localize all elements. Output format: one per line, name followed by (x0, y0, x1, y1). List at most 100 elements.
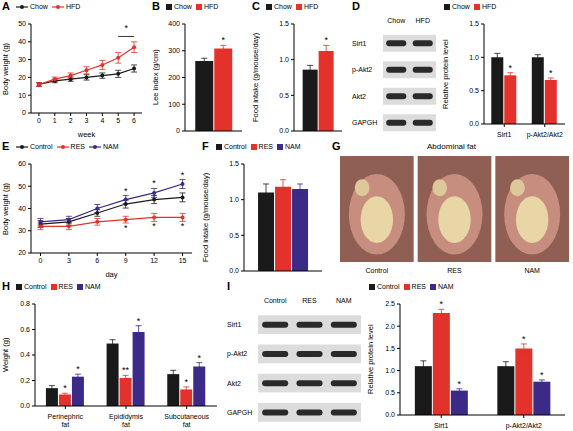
svg-text:NAM: NAM (524, 267, 540, 274)
svg-text:30: 30 (18, 227, 26, 234)
svg-text:*: * (76, 364, 80, 374)
svg-text:*: * (63, 383, 67, 393)
svg-text:1.0: 1.0 (279, 56, 289, 63)
html-text:Lee index (g/cm): Lee index (g/cm) (151, 49, 160, 106)
svg-text:0: 0 (176, 127, 180, 134)
svg-text:day: day (105, 270, 117, 279)
svg-text:*: * (152, 221, 156, 231)
svg-text:*: * (458, 379, 462, 389)
svg-text:Akt2: Akt2 (227, 380, 241, 387)
svg-text:Epididymisfat: Epididymisfat (109, 413, 143, 428)
svg-text:0: 0 (37, 117, 41, 124)
svg-text:10: 10 (18, 92, 26, 99)
svg-text:1.5: 1.5 (279, 20, 289, 27)
svg-text:2.5: 2.5 (385, 300, 395, 307)
svg-text:*: * (137, 316, 141, 326)
svg-text:20: 20 (18, 74, 26, 81)
svg-text:100: 100 (168, 101, 180, 108)
svg-text:1.0: 1.0 (229, 196, 239, 203)
svg-text:1.0: 1.0 (385, 367, 395, 374)
svg-text:1.5: 1.5 (229, 160, 239, 167)
svg-text:p-Akt2/Akt2: p-Akt2/Akt2 (527, 131, 563, 139)
svg-text:12: 12 (150, 257, 158, 264)
svg-text:HFD: HFD (416, 17, 430, 24)
svg-text:0.5: 0.5 (385, 389, 395, 396)
svg-text:Control: Control (264, 297, 287, 304)
svg-text:p-Akt2: p-Akt2 (227, 350, 247, 358)
svg-text:6: 6 (132, 117, 136, 124)
svg-text:1: 1 (53, 117, 57, 124)
svg-text:1.5: 1.5 (385, 345, 395, 352)
svg-text:*: * (181, 170, 185, 180)
svg-text:40: 40 (18, 38, 26, 45)
svg-text:40: 40 (18, 205, 26, 212)
svg-text:2.0: 2.0 (385, 323, 395, 330)
svg-text:0.0: 0.0 (385, 411, 395, 418)
svg-text:400: 400 (168, 20, 180, 27)
svg-text:0.8: 0.8 (20, 300, 30, 307)
svg-text:Chow: Chow (387, 17, 406, 24)
svg-text:*: * (124, 186, 128, 196)
svg-text:0.5: 0.5 (229, 232, 239, 239)
svg-text:*: * (152, 178, 156, 188)
svg-text:1.0: 1.0 (469, 54, 479, 61)
svg-text:0.0: 0.0 (20, 402, 30, 409)
svg-text:6: 6 (95, 257, 99, 264)
svg-text:Sirt1: Sirt1 (352, 40, 367, 47)
svg-text:*: * (549, 68, 553, 78)
svg-text:*: * (124, 23, 128, 33)
svg-text:4: 4 (100, 117, 104, 124)
svg-text:*: * (324, 35, 328, 45)
svg-text:2: 2 (69, 117, 73, 124)
svg-text:*: * (181, 221, 185, 231)
svg-text:Sirt1: Sirt1 (227, 321, 242, 328)
svg-text:50: 50 (18, 183, 26, 190)
svg-text:Sirt1: Sirt1 (434, 422, 449, 429)
svg-text:p-Akt2: p-Akt2 (352, 66, 372, 74)
svg-text:0: 0 (39, 257, 43, 264)
svg-text:0.5: 0.5 (279, 92, 289, 99)
svg-text:*: * (522, 334, 526, 344)
svg-text:GAPGH: GAPGH (352, 119, 377, 126)
svg-text:0.0: 0.0 (229, 267, 239, 274)
svg-text:GAPGH: GAPGH (227, 409, 252, 416)
svg-text:*: * (184, 377, 188, 387)
svg-text:30: 30 (18, 56, 26, 63)
svg-text:0.5: 0.5 (469, 87, 479, 94)
svg-text:9: 9 (124, 257, 128, 264)
svg-text:NAM: NAM (336, 297, 352, 304)
svg-text:200: 200 (168, 74, 180, 81)
svg-text:*: * (124, 223, 128, 233)
svg-text:1.5: 1.5 (469, 20, 479, 27)
svg-text:50: 50 (18, 20, 26, 27)
svg-text:Subcutaneousfat: Subcutaneousfat (164, 413, 209, 428)
svg-text:0.0: 0.0 (469, 120, 479, 127)
svg-text:60: 60 (18, 160, 26, 167)
svg-text:3: 3 (67, 257, 71, 264)
svg-text:**: ** (122, 365, 130, 375)
svg-text:*: * (509, 63, 513, 73)
svg-text:week: week (77, 130, 96, 139)
svg-text:0.2: 0.2 (20, 377, 30, 384)
svg-text:20: 20 (18, 249, 26, 256)
svg-text:15: 15 (179, 257, 187, 264)
svg-text:Akt2: Akt2 (352, 93, 366, 100)
svg-text:RES: RES (302, 297, 317, 304)
svg-text:0: 0 (22, 109, 26, 116)
svg-text:Perinephricfat: Perinephricfat (48, 413, 84, 428)
svg-text:Control: Control (366, 267, 389, 274)
html-text:Body weight (g): Body weight (g) (1, 42, 10, 95)
svg-text:*: * (440, 299, 444, 309)
svg-text:*: * (222, 35, 226, 45)
svg-text:RES: RES (447, 267, 462, 274)
svg-text:0.4: 0.4 (20, 351, 30, 358)
svg-text:5: 5 (116, 117, 120, 124)
svg-text:300: 300 (168, 47, 180, 54)
svg-text:*: * (540, 370, 544, 380)
svg-text:0.0: 0.0 (279, 127, 289, 134)
svg-text:Sirt1: Sirt1 (497, 131, 512, 138)
svg-text:0.6: 0.6 (20, 326, 30, 333)
svg-text:*: * (197, 353, 201, 363)
svg-text:3: 3 (85, 117, 89, 124)
svg-text:p-Akt2/Akt2: p-Akt2/Akt2 (506, 422, 542, 430)
